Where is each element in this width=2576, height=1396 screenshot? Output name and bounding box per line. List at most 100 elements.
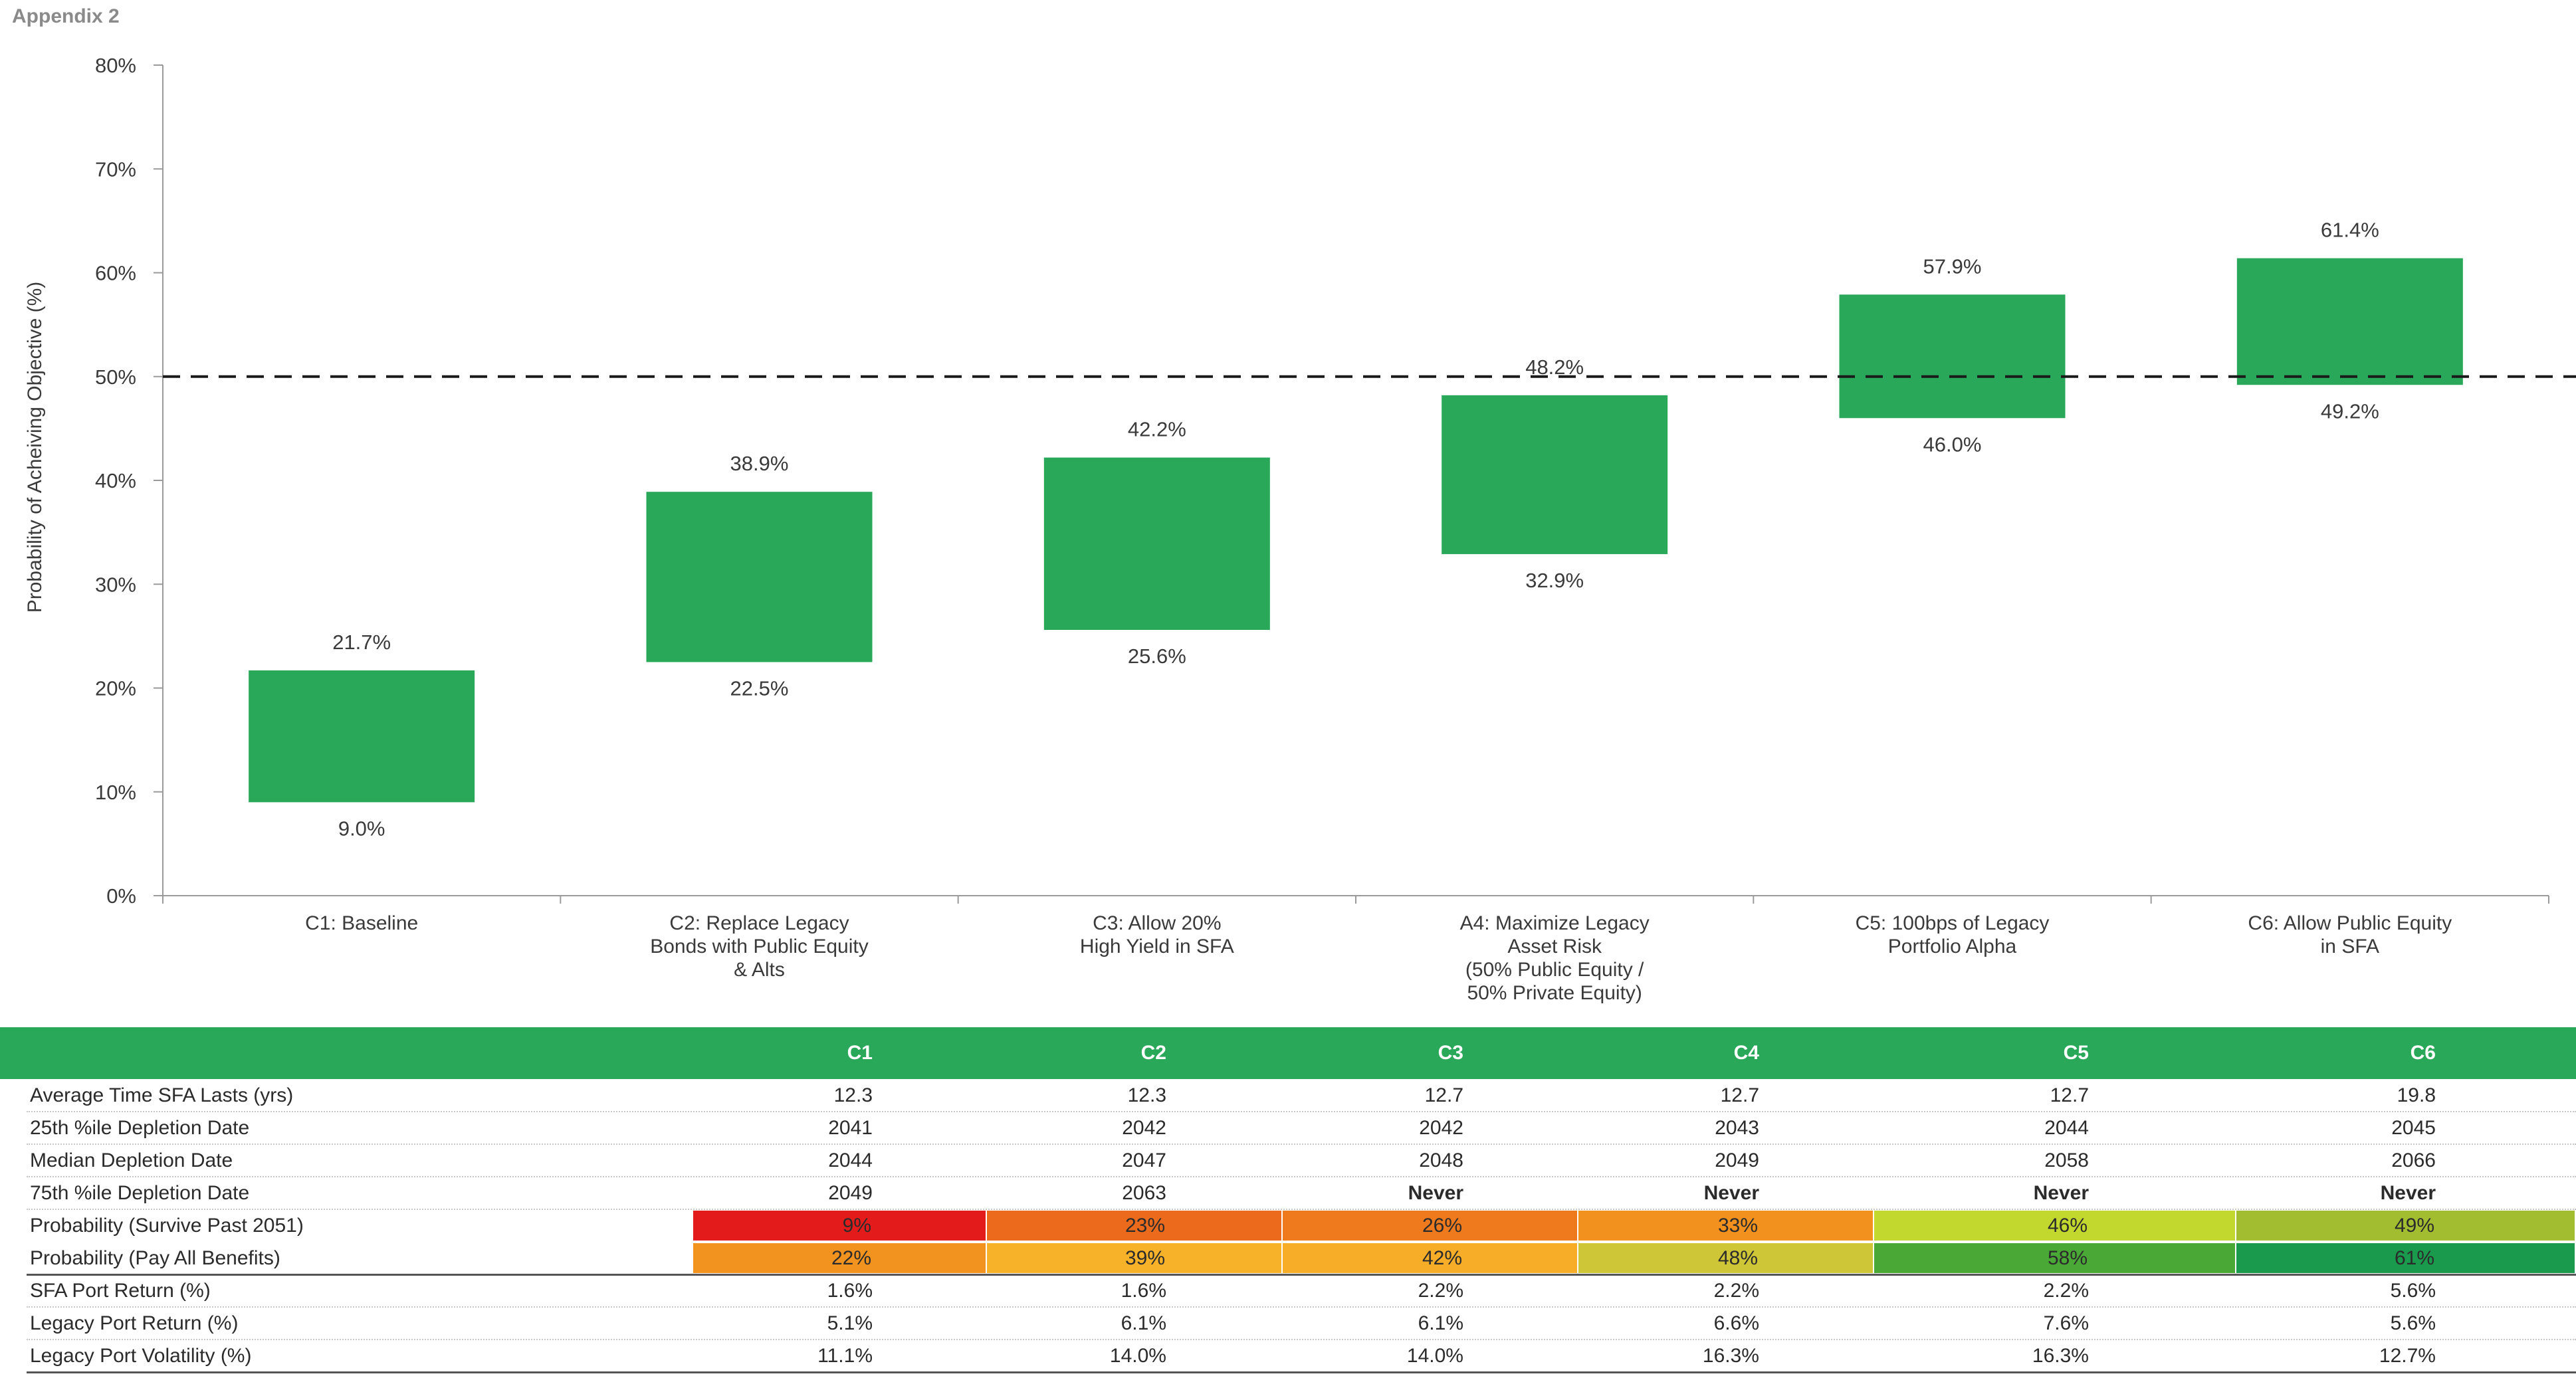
table-row: Legacy Port Return (%) 5.1% 6.1% 6.1% 6.6% 7.… (0, 1307, 2576, 1340)
column-header: C6 (2410, 1042, 2436, 1064)
table-cell: 6.1% (1121, 1312, 1166, 1334)
x-category-label: 50% Private Equity) (1467, 982, 1642, 1004)
table-row: Legacy Port Volatility (%) 11.1% 14.0% 14.0… (0, 1340, 2576, 1372)
table-header: C1 C2 C3 C4 C5 C6 (0, 1027, 2576, 1079)
table-cell: 2.2% (1418, 1280, 1463, 1302)
table-row: 25th %ile Depletion Date 2041 2042 2042 2043… (0, 1112, 2576, 1144)
row-label: SFA Port Return (%) (30, 1280, 211, 1302)
table-cell: 2045 (2391, 1117, 2436, 1139)
table-cell: Never (2033, 1182, 2089, 1204)
row-divider (27, 1306, 2576, 1308)
table-cell: 2044 (2044, 1117, 2089, 1139)
y-axis-label: Probability of Acheiving Objective (%) (24, 282, 46, 613)
column-header: C2 (1140, 1042, 1166, 1064)
x-category-label: C2: Replace Legacy (669, 912, 849, 934)
table-row-heat: Probability (Survive Past 2051) 9% 23% 26% 3… (0, 1209, 2576, 1242)
x-category-label: & Alts (734, 959, 785, 981)
bar-high-label: 21.7% (332, 631, 391, 654)
table-cell: 1.6% (827, 1280, 873, 1302)
row-divider (27, 1209, 2576, 1210)
section-divider (27, 1274, 2576, 1276)
table-cell: 12.7% (2379, 1345, 2436, 1367)
bar (646, 492, 873, 662)
y-tick-label: 80% (95, 54, 136, 77)
section-divider (27, 1371, 2576, 1373)
table-cell: 19.8 (2397, 1084, 2436, 1106)
table-cell: 12.3 (1127, 1084, 1166, 1106)
table-cell: 2.2% (1713, 1280, 1759, 1302)
bar-low-label: 22.5% (730, 676, 789, 700)
heat-cell: 23% (987, 1211, 1283, 1241)
table-cell: 11.1% (817, 1345, 873, 1367)
table-cell: 16.3% (2032, 1345, 2089, 1367)
y-tick-label: 60% (95, 262, 136, 285)
appendix-label: Appendix 2 (12, 5, 120, 27)
row-label: Probability (Pay All Benefits) (30, 1247, 280, 1269)
table-cell: 12.7 (2050, 1084, 2089, 1106)
bar-high-label: 38.9% (730, 452, 789, 475)
table-cell: 1.6% (1121, 1280, 1166, 1302)
table-cell: 2047 (1122, 1149, 1166, 1171)
bar (1043, 457, 1270, 630)
table-row: SFA Port Return (%) 1.6% 1.6% 2.2% 2.2% 2.2% 5… (0, 1274, 2576, 1307)
row-label: Probability (Survive Past 2051) (30, 1215, 304, 1237)
row-label: 75th %ile Depletion Date (30, 1182, 250, 1204)
table-cell: 2041 (828, 1117, 873, 1139)
bar-low-label: 9.0% (338, 817, 385, 840)
table-cell: 5.6% (2390, 1312, 2436, 1334)
column-header: C5 (2063, 1042, 2089, 1064)
table-cell: 12.7 (1720, 1084, 1759, 1106)
bar-low-label: 25.6% (1128, 645, 1186, 668)
y-tick-label: 40% (95, 469, 136, 492)
bar-high-label: 48.2% (1525, 355, 1584, 379)
table-cell: Never (1408, 1182, 1463, 1204)
y-tick-label: 0% (106, 884, 136, 908)
table-cell: 2042 (1419, 1117, 1463, 1139)
table-cell: 12.7 (1424, 1084, 1463, 1106)
bar (1839, 294, 2066, 419)
heat-cell: 26% (1283, 1211, 1578, 1241)
bar-low-label: 46.0% (1923, 433, 1982, 456)
table-cell: 5.1% (827, 1312, 873, 1334)
table-cell: 2066 (2391, 1149, 2436, 1171)
bar-low-label: 32.9% (1525, 569, 1584, 592)
table-row-heat: Probability (Pay All Benefits) 22% 39% 42% 4… (0, 1242, 2576, 1274)
row-divider (27, 1111, 2576, 1112)
bar-high-label: 42.2% (1128, 418, 1186, 441)
row-label: Legacy Port Volatility (%) (30, 1345, 252, 1367)
table-cell: 5.6% (2390, 1280, 2436, 1302)
heat-cell: 33% (1578, 1211, 1874, 1241)
heat-cell: 48% (1578, 1243, 1874, 1273)
column-header: C1 (847, 1042, 873, 1064)
heat-cell: 9% (693, 1211, 987, 1241)
x-category-label: A4: Maximize Legacy (1460, 912, 1650, 934)
bar (249, 670, 475, 803)
bar (1442, 395, 1668, 554)
x-category-label: Bonds with Public Equity (650, 936, 869, 957)
y-tick-label: 70% (95, 157, 136, 181)
heat-cell: 49% (2236, 1211, 2576, 1241)
row-label: Median Depletion Date (30, 1149, 233, 1171)
x-category-label: C3: Allow 20% (1093, 912, 1221, 934)
table-cell: 2063 (1122, 1182, 1166, 1204)
table-cell: 2058 (2044, 1149, 2089, 1171)
bar-low-label: 49.2% (2321, 399, 2379, 423)
table-cell: 14.0% (1109, 1345, 1166, 1367)
bar (2236, 258, 2463, 385)
heat-cell: 42% (1283, 1243, 1578, 1273)
table-row: 75th %ile Depletion Date 2049 2063 Never Nev… (0, 1177, 2576, 1209)
table-cell: 2048 (1419, 1149, 1463, 1171)
column-header: C4 (1733, 1042, 1759, 1064)
heat-cell: 22% (693, 1243, 987, 1273)
table-cell: 6.6% (1713, 1312, 1759, 1334)
heat-cell: 61% (2236, 1243, 2576, 1273)
table-cell: 16.3% (1702, 1345, 1759, 1367)
table-cell: 2049 (1715, 1149, 1759, 1171)
table-cell: 14.0% (1406, 1345, 1463, 1367)
x-category-label: in SFA (2321, 936, 2379, 957)
probability-chart: 0% 10% 20% 30% 40% 50% 60% 70% 80% Probability of… (24, 54, 2576, 1004)
x-category-label: C6: Allow Public Equity (2248, 912, 2452, 934)
row-label: 25th %ile Depletion Date (30, 1117, 250, 1139)
y-tick-label: 30% (95, 573, 136, 596)
bar-high-label: 61.4% (2321, 219, 2379, 242)
